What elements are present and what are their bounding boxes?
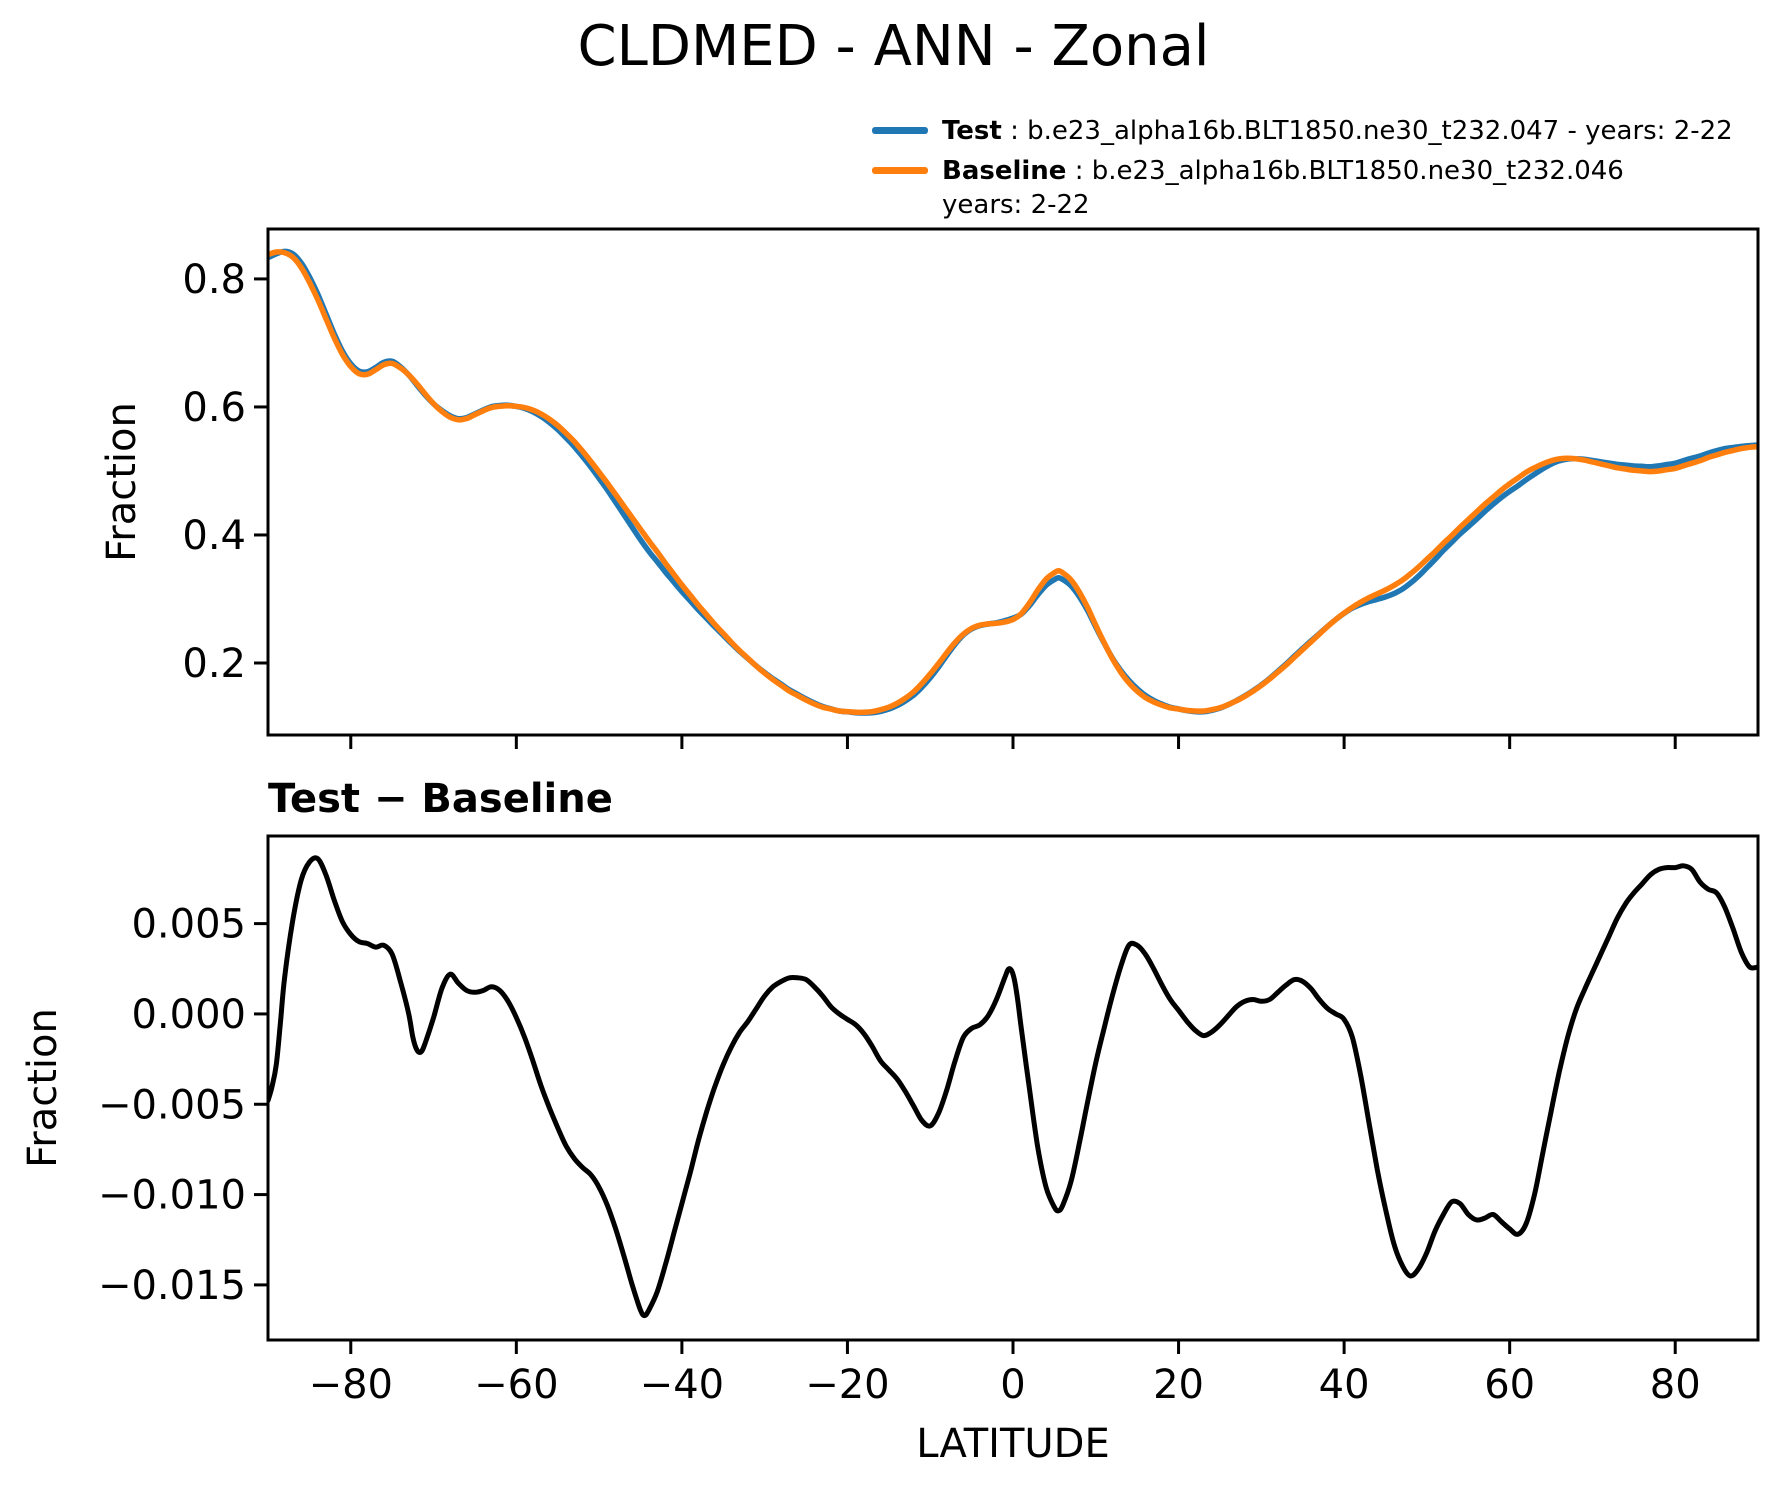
series-test-baseline (268, 855, 1758, 1319)
legend-test-label: Test (942, 116, 1002, 146)
y-axis-label: Fraction (99, 402, 145, 562)
x-tick-label: 0 (1000, 1362, 1025, 1408)
x-tick-label: −60 (474, 1362, 558, 1408)
panel-diff-spines (266, 834, 1760, 1342)
y-tick-label: 0.005 (131, 902, 246, 948)
legend-baseline-run: : b.e23_alpha16b.BLT1850.ne30_t232.046 (1066, 156, 1624, 186)
x-tick-label: −40 (640, 1362, 724, 1408)
legend-baseline-label: Baseline (942, 156, 1067, 186)
x-axis-label: LATITUDE (916, 1421, 1109, 1467)
x-tick-label: 20 (1153, 1362, 1204, 1408)
y-tick-label: 0.2 (182, 641, 246, 687)
panel-diff-series (268, 855, 1758, 1319)
panel-top-spines (266, 227, 1760, 737)
series-baseline (268, 249, 1758, 716)
y-tick-label: 0.8 (182, 257, 246, 303)
y-tick-label: 0.6 (182, 385, 246, 431)
baseline-line-swatch (872, 167, 928, 174)
legend-row-test: Test : b.e23_alpha16b.BLT1850.ne30_t232.… (872, 114, 1733, 148)
x-tick-label: 60 (1484, 1362, 1535, 1408)
legend: Test : b.e23_alpha16b.BLT1850.ne30_t232.… (872, 114, 1733, 228)
legend-test-text: Test : b.e23_alpha16b.BLT1850.ne30_t232.… (942, 114, 1733, 148)
diff-panel-title: Test − Baseline (268, 776, 613, 822)
y-tick-label: −0.010 (98, 1173, 246, 1219)
legend-test-run: : b.e23_alpha16b.BLT1850.ne30_t232.047 -… (1001, 116, 1733, 146)
x-tick-label: 40 (1319, 1362, 1370, 1408)
series-test (268, 248, 1758, 716)
y-tick-label: −0.005 (98, 1082, 246, 1128)
legend-baseline-years: years: 2-22 (942, 190, 1090, 220)
x-tick-label: −80 (309, 1362, 393, 1408)
test-line-swatch (872, 127, 928, 134)
x-tick-label: 80 (1650, 1362, 1701, 1408)
legend-row-baseline: Baseline : b.e23_alpha16b.BLT1850.ne30_t… (872, 154, 1733, 222)
y-tick-label: −0.015 (98, 1263, 246, 1309)
x-tick-label: −20 (805, 1362, 889, 1408)
y-tick-label: 0.000 (131, 992, 246, 1038)
legend-baseline-text: Baseline : b.e23_alpha16b.BLT1850.ne30_t… (942, 154, 1624, 222)
y-axis-label: Fraction (20, 1008, 66, 1168)
y-tick-label: 0.4 (182, 513, 246, 559)
panel-top-series (268, 248, 1758, 716)
chart-title: CLDMED - ANN - Zonal (577, 14, 1210, 79)
